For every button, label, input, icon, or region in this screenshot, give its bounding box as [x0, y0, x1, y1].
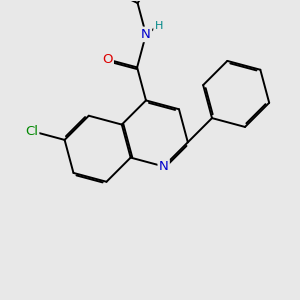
Text: N: N: [141, 28, 151, 41]
Text: N: N: [159, 160, 169, 173]
Text: O: O: [102, 53, 113, 66]
Text: H: H: [154, 21, 163, 31]
Text: Cl: Cl: [25, 124, 38, 138]
